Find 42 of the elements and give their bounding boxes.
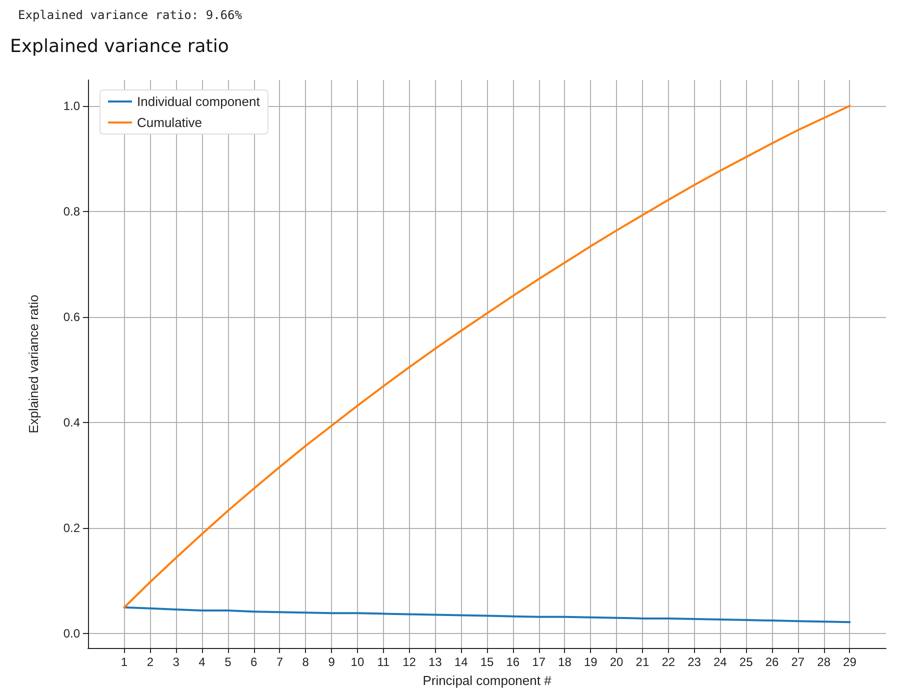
x-tick-label: 27 <box>791 655 805 669</box>
y-tick-label: 1.0 <box>63 98 80 113</box>
x-tick-label: 14 <box>454 655 468 669</box>
x-tick-label: 17 <box>532 655 546 669</box>
x-tick-label: 2 <box>146 655 154 669</box>
x-tick-label: 11 <box>377 655 390 669</box>
x-tick-label: 6 <box>250 655 258 669</box>
x-tick-label: 1 <box>120 655 128 669</box>
y-tick-label: 0.0 <box>63 626 80 641</box>
x-tick-label: 12 <box>402 655 416 669</box>
line-series <box>123 606 851 624</box>
x-tick-label: 16 <box>506 655 520 669</box>
x-tick-label: 26 <box>765 655 779 669</box>
x-tick-label: 23 <box>688 655 702 669</box>
legend-label: Cumulative <box>137 115 202 130</box>
y-tick-label: 0.2 <box>63 521 80 536</box>
y-tick-label: 0.8 <box>63 204 80 218</box>
y-tick-label: 0.6 <box>63 310 80 324</box>
chart-title: Explained variance ratio <box>10 36 229 57</box>
x-tick-label: 22 <box>662 655 676 669</box>
x-tick-label: 21 <box>636 655 650 669</box>
text: Explained variance ratio: 9.66% <box>18 8 242 22</box>
x-tick-label: 24 <box>714 655 728 669</box>
x-tick-label: 18 <box>558 655 572 669</box>
x-tick-label: 9 <box>328 655 336 669</box>
x-tick-label: 3 <box>172 655 180 669</box>
x-tick-label: 10 <box>350 655 364 669</box>
x-tick-label: 15 <box>480 655 494 669</box>
x-tick-label: 20 <box>610 655 624 669</box>
x-tick-label: 4 <box>198 655 206 669</box>
x-tick-label: 19 <box>584 655 598 669</box>
x-tick-label: 5 <box>224 655 232 669</box>
y-axis-title: Explained variance ratio <box>26 294 41 434</box>
x-tick-label: 25 <box>739 655 754 669</box>
x-axis-title: Principal component # <box>422 673 552 688</box>
x-tick-label: 13 <box>428 655 442 669</box>
legend-label: Individual component <box>137 94 260 109</box>
x-tick-label: 7 <box>276 655 284 669</box>
x-tick-label: 28 <box>817 655 831 669</box>
x-tick-label: 29 <box>843 655 857 669</box>
x-tick-label: 8 <box>302 655 310 669</box>
y-tick-label: 0.4 <box>63 416 80 430</box>
